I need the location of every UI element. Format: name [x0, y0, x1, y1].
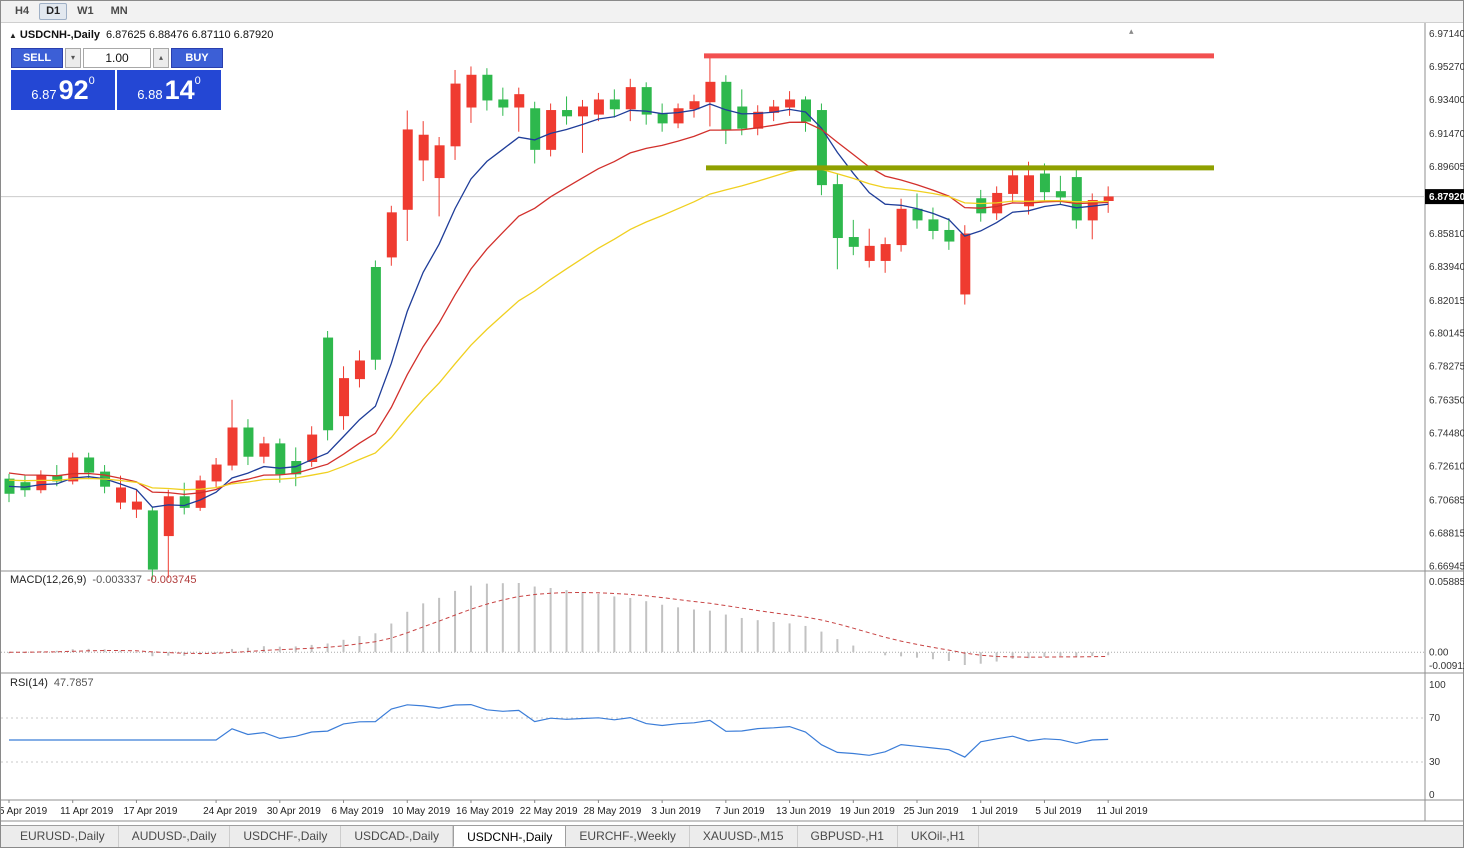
- chart-tab-xauusd-m15[interactable]: XAUUSD-,M15: [690, 826, 798, 847]
- chart-tab-gbpusd-h1[interactable]: GBPUSD-,H1: [798, 826, 898, 847]
- svg-text:6.82015: 6.82015: [1429, 296, 1464, 307]
- svg-text:0: 0: [1429, 790, 1435, 801]
- macd-signal-line: [8, 591, 1109, 658]
- svg-text:-0.009116: -0.009116: [1429, 661, 1464, 672]
- volume-down-icon[interactable]: ▾: [65, 48, 81, 68]
- ma-slow-line: [8, 167, 1109, 491]
- volume-input[interactable]: [83, 48, 151, 68]
- price-axis: 6.97140 6.95270 6.93400 6.91470 6.89605 6.858…: [1425, 29, 1464, 573]
- svg-text:7 Jun 2019: 7 Jun 2019: [715, 806, 765, 817]
- svg-text:6.93400: 6.93400: [1429, 95, 1464, 106]
- macd-value-main: -0.003337: [92, 574, 142, 586]
- macd-name: MACD(12,26,9): [10, 574, 87, 586]
- svg-text:13 Jun 2019: 13 Jun 2019: [776, 806, 831, 817]
- buy-price-button[interactable]: 6.88 14 0: [117, 70, 221, 110]
- sell-price-big: 6.87: [31, 86, 57, 102]
- timeframe-button-MN[interactable]: MN: [110, 5, 128, 17]
- chart-tabbar: EURUSD-,Daily AUDUSD-,Daily USDCHF-,Daily U…: [1, 825, 1463, 847]
- buy-button[interactable]: BUY: [171, 48, 223, 68]
- svg-text:28 May 2019: 28 May 2019: [583, 806, 641, 817]
- svg-text:6.97140: 6.97140: [1429, 29, 1464, 40]
- sell-button[interactable]: SELL: [11, 48, 63, 68]
- svg-text:30: 30: [1429, 757, 1441, 768]
- volume-up-icon[interactable]: ▴: [153, 48, 169, 68]
- svg-text:6.78275: 6.78275: [1429, 362, 1464, 373]
- svg-text:17 Apr 2019: 17 Apr 2019: [123, 806, 177, 817]
- svg-text:24 Apr 2019: 24 Apr 2019: [203, 806, 257, 817]
- timeframe-button-W1[interactable]: W1: [77, 5, 94, 17]
- svg-text:6.95270: 6.95270: [1429, 62, 1464, 73]
- svg-text:19 Jun 2019: 19 Jun 2019: [840, 806, 895, 817]
- rsi-indicator-label: RSI(14) 47.7857: [10, 677, 94, 689]
- panel-toggle-icon[interactable]: ▲: [9, 31, 17, 40]
- sell-price-button[interactable]: 6.87 92 0: [11, 70, 115, 110]
- svg-text:1 Jul 2019: 1 Jul 2019: [972, 806, 1019, 817]
- svg-text:5 Apr 2019: 5 Apr 2019: [1, 806, 48, 817]
- macd-axis: 0.058851 0.00 -0.009116: [1429, 577, 1464, 672]
- rsi-name: RSI(14): [10, 677, 48, 689]
- macd-indicator-label: MACD(12,26,9) -0.003337 -0.003745: [10, 574, 197, 586]
- svg-text:6.85810: 6.85810: [1429, 229, 1464, 240]
- rsi-axis: 100 70 30 0: [1429, 680, 1446, 801]
- svg-text:22 May 2019: 22 May 2019: [520, 806, 578, 817]
- chart-tab-audusd-daily[interactable]: AUDUSD-,Daily: [119, 826, 231, 847]
- macd-value-signal: -0.003745: [146, 574, 197, 586]
- svg-text:6.83940: 6.83940: [1429, 262, 1464, 273]
- svg-text:6.68815: 6.68815: [1429, 529, 1464, 540]
- chart-tab-usdcnh-daily[interactable]: USDCNH-,Daily: [453, 825, 567, 847]
- chart-tab-ukoil-h1[interactable]: UKOil-,H1: [898, 826, 979, 847]
- macd-pane: [1, 583, 1425, 665]
- svg-text:6.66945: 6.66945: [1429, 562, 1464, 573]
- rsi-value: 47.7857: [53, 677, 94, 689]
- svg-text:11 Apr 2019: 11 Apr 2019: [60, 806, 114, 817]
- ma-fast-line: [8, 103, 1109, 508]
- timeframe-button-D1[interactable]: D1: [39, 3, 68, 20]
- svg-text:6.89605: 6.89605: [1429, 162, 1464, 173]
- chart-tab-usdchf-daily[interactable]: USDCHF-,Daily: [230, 826, 342, 847]
- chart-tab-usdcad-daily[interactable]: USDCAD-,Daily: [341, 826, 454, 847]
- svg-text:6.80145: 6.80145: [1429, 329, 1464, 340]
- candlestick-series: [4, 57, 1114, 580]
- svg-text:6.87920: 6.87920: [1429, 192, 1464, 203]
- chart-collapse-icon[interactable]: ▴: [1129, 26, 1134, 36]
- svg-text:0.00: 0.00: [1429, 647, 1449, 658]
- symbol-period-label: USDCNH-,Daily: [19, 29, 100, 41]
- svg-text:6.76350: 6.76350: [1429, 396, 1464, 407]
- svg-text:0.058851: 0.058851: [1429, 577, 1464, 588]
- buy-price-big: 6.88: [137, 86, 163, 102]
- svg-text:6.74480: 6.74480: [1429, 429, 1464, 440]
- svg-text:6.70685: 6.70685: [1429, 496, 1464, 507]
- svg-text:70: 70: [1429, 713, 1441, 724]
- svg-text:11 Jul 2019: 11 Jul 2019: [1097, 806, 1148, 817]
- svg-text:3 Jun 2019: 3 Jun 2019: [651, 806, 701, 817]
- svg-text:30 Apr 2019: 30 Apr 2019: [267, 806, 321, 817]
- svg-text:6 May 2019: 6 May 2019: [331, 806, 384, 817]
- buy-price-sup: 0: [194, 75, 201, 87]
- svg-text:100: 100: [1429, 680, 1446, 691]
- svg-text:16 May 2019: 16 May 2019: [456, 806, 514, 817]
- timeframe-button-H4[interactable]: H4: [15, 5, 30, 17]
- svg-text:6.72610: 6.72610: [1429, 462, 1464, 473]
- rsi-pane: [1, 703, 1425, 763]
- svg-text:25 Jun 2019: 25 Jun 2019: [903, 806, 958, 817]
- timeframe-toolbar: H4 D1 W1 MN: [1, 1, 1463, 23]
- rsi-line: [9, 703, 1109, 758]
- svg-text:5 Jul 2019: 5 Jul 2019: [1035, 806, 1082, 817]
- buy-price-pips: 14: [164, 74, 195, 105]
- chart-tab-eurusd-daily[interactable]: EURUSD-,Daily: [7, 826, 119, 847]
- chart-title: ▲ USDCNH-,Daily 6.87625 6.88476 6.87110 6.…: [9, 29, 273, 41]
- chart-tab-eurchf-weekly[interactable]: EURCHF-,Weekly: [566, 826, 690, 847]
- svg-text:10 May 2019: 10 May 2019: [392, 806, 450, 817]
- sell-price-sup: 0: [88, 75, 95, 87]
- ma-mid-line: [8, 121, 1109, 496]
- svg-text:6.91470: 6.91470: [1429, 129, 1464, 140]
- ohlc-values: 6.87625 6.88476 6.87110 6.87920: [106, 29, 274, 41]
- date-axis: 5 Apr 2019 11 Apr 2019 17 Apr 2019 24 Apr 2…: [1, 800, 1148, 817]
- sell-price-pips: 92: [58, 74, 89, 105]
